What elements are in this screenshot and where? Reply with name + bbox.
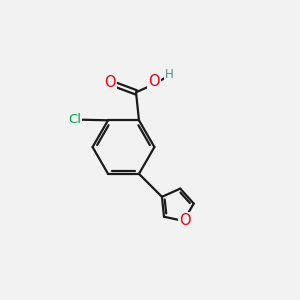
- Text: O: O: [179, 213, 191, 228]
- Text: H: H: [165, 68, 173, 81]
- Text: O: O: [148, 74, 160, 89]
- Text: O: O: [105, 75, 116, 90]
- Text: Cl: Cl: [68, 113, 81, 126]
